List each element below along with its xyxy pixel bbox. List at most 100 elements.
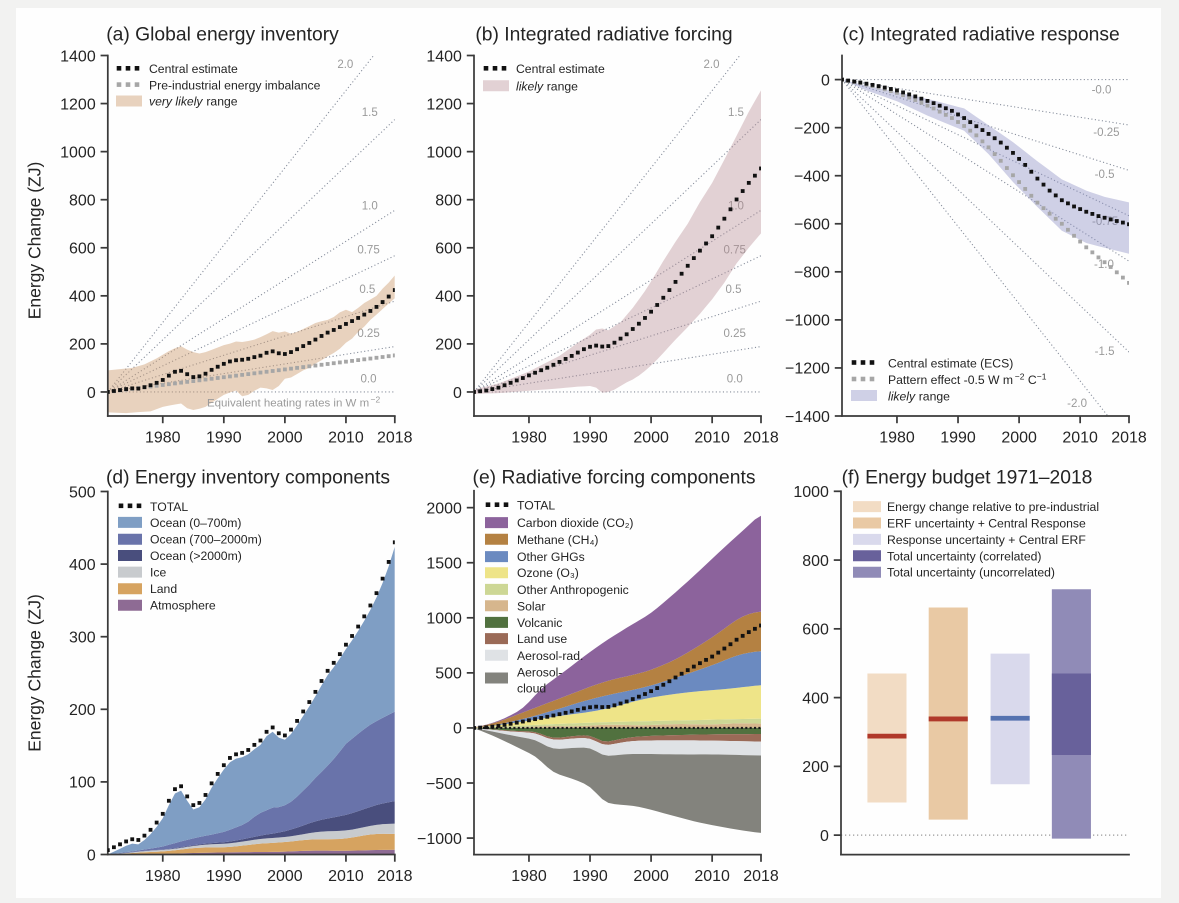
svg-text:2010: 2010 [694, 429, 730, 446]
svg-text:−2: −2 [371, 395, 381, 405]
svg-text:Land use: Land use [517, 632, 567, 646]
svg-text:2.0: 2.0 [337, 59, 353, 71]
svg-text:2.0: 2.0 [704, 59, 720, 71]
svg-text:range: range [919, 390, 950, 404]
svg-text:1980: 1980 [511, 429, 547, 446]
svg-text:Ocean (>2000m): Ocean (>2000m) [150, 549, 242, 563]
svg-text:1990: 1990 [206, 868, 242, 885]
svg-text:0: 0 [821, 72, 830, 89]
svg-text:1400: 1400 [60, 48, 96, 65]
svg-text:−1200: −1200 [785, 361, 830, 378]
svg-text:Central estimate (ECS): Central estimate (ECS) [888, 357, 1013, 371]
svg-text:400: 400 [435, 289, 462, 306]
svg-text:1200: 1200 [426, 96, 462, 113]
svg-text:Aerosol-: Aerosol- [517, 666, 562, 680]
svg-text:1.5: 1.5 [362, 107, 378, 119]
svg-text:1000: 1000 [426, 144, 462, 161]
svg-text:−500: −500 [426, 776, 462, 793]
svg-text:0: 0 [87, 847, 96, 864]
svg-text:-2.0: -2.0 [1067, 398, 1087, 410]
svg-text:600: 600 [69, 241, 96, 258]
svg-text:800: 800 [802, 553, 829, 570]
svg-text:200: 200 [69, 702, 96, 719]
svg-text:Ozone (O₃): Ozone (O₃) [517, 566, 579, 580]
svg-text:500: 500 [435, 666, 462, 683]
svg-text:400: 400 [69, 289, 96, 306]
svg-text:TOTAL: TOTAL [150, 500, 188, 514]
svg-text:2018: 2018 [743, 868, 779, 885]
svg-text:1990: 1990 [572, 868, 608, 885]
svg-text:Methane (CH₄): Methane (CH₄) [517, 533, 599, 547]
svg-text:400: 400 [69, 557, 96, 574]
svg-text:800: 800 [435, 192, 462, 209]
svg-text:-0.5: -0.5 [1095, 169, 1115, 181]
svg-text:600: 600 [435, 241, 462, 258]
svg-text:1980: 1980 [511, 868, 547, 885]
svg-text:400: 400 [802, 690, 829, 707]
svg-text:2000: 2000 [267, 429, 303, 446]
svg-text:0.25: 0.25 [724, 328, 746, 340]
svg-text:2000: 2000 [633, 429, 669, 446]
svg-text:Equivalent heating rates in W: Equivalent heating rates in W m [207, 398, 369, 410]
svg-text:200: 200 [435, 337, 462, 354]
svg-text:−200: −200 [794, 120, 830, 137]
svg-text:1980: 1980 [879, 429, 915, 446]
svg-text:−1: −1 [1037, 372, 1047, 382]
svg-text:1990: 1990 [206, 429, 242, 446]
svg-text:Response uncertainty + Central: Response uncertainty + Central ERF [887, 533, 1086, 547]
svg-text:−400: −400 [794, 169, 830, 186]
svg-text:600: 600 [802, 622, 829, 639]
svg-text:Land: Land [150, 582, 177, 596]
svg-text:Energy change relative to pre-: Energy change relative to pre-industrial [887, 500, 1099, 514]
svg-text:Volcanic: Volcanic [517, 616, 562, 630]
svg-text:2000: 2000 [633, 868, 669, 885]
svg-text:C: C [1028, 373, 1037, 387]
svg-text:2018: 2018 [743, 429, 779, 446]
svg-text:2010: 2010 [1062, 429, 1098, 446]
svg-text:800: 800 [69, 192, 96, 209]
svg-text:0: 0 [453, 721, 462, 738]
svg-text:1990: 1990 [572, 429, 608, 446]
svg-text:0.5: 0.5 [359, 284, 375, 296]
svg-text:−2: −2 [1015, 372, 1025, 382]
svg-text:Pre-industrial energy imbalanc: Pre-industrial energy imbalance [149, 78, 321, 92]
svg-text:Atmosphere: Atmosphere [150, 599, 216, 613]
svg-text:2000: 2000 [267, 868, 303, 885]
svg-text:Energy Change (ZJ): Energy Change (ZJ) [25, 162, 45, 320]
svg-text:−1000: −1000 [785, 313, 830, 330]
svg-text:cloud: cloud [517, 682, 546, 696]
svg-text:0.25: 0.25 [357, 328, 379, 340]
svg-text:2010: 2010 [328, 429, 364, 446]
svg-text:Total uncertainty (uncorrelate: Total uncertainty (uncorrelated) [887, 566, 1055, 580]
svg-text:Total uncertainty (correlated): Total uncertainty (correlated) [887, 549, 1041, 563]
svg-text:2018: 2018 [377, 429, 413, 446]
svg-text:1000: 1000 [793, 484, 829, 501]
svg-text:1980: 1980 [145, 868, 181, 885]
svg-text:−1000: −1000 [417, 831, 462, 848]
svg-text:−1400: −1400 [785, 409, 830, 426]
svg-text:(c) Integrated radiative respo: (c) Integrated radiative response [842, 25, 1120, 46]
svg-text:2018: 2018 [1111, 429, 1147, 446]
svg-text:-0.25: -0.25 [1093, 127, 1119, 139]
svg-text:0.5: 0.5 [726, 284, 742, 296]
svg-text:range: range [206, 95, 237, 109]
svg-text:(a) Global energy inventory: (a) Global energy inventory [106, 25, 339, 46]
svg-text:(d) Energy inventory component: (d) Energy inventory components [106, 468, 390, 489]
svg-text:ERF uncertainty + Central Resp: ERF uncertainty + Central Response [887, 517, 1086, 531]
svg-text:0: 0 [453, 385, 462, 402]
svg-text:Ice: Ice [150, 566, 166, 580]
svg-text:Other GHGs: Other GHGs [517, 550, 585, 564]
svg-text:2010: 2010 [694, 868, 730, 885]
svg-text:1980: 1980 [145, 429, 181, 446]
svg-text:(b) Integrated radiative forci: (b) Integrated radiative forcing [475, 25, 732, 46]
svg-text:200: 200 [802, 759, 829, 776]
svg-text:200: 200 [69, 337, 96, 354]
svg-text:−800: −800 [794, 265, 830, 282]
svg-text:2000: 2000 [426, 500, 462, 517]
svg-text:(e) Radiative forcing componen: (e) Radiative forcing components [473, 468, 756, 489]
svg-text:likely: likely [516, 79, 544, 93]
svg-text:1.5: 1.5 [728, 107, 744, 119]
svg-text:0: 0 [820, 828, 829, 845]
svg-text:likely: likely [888, 390, 916, 404]
svg-text:0: 0 [87, 385, 96, 402]
